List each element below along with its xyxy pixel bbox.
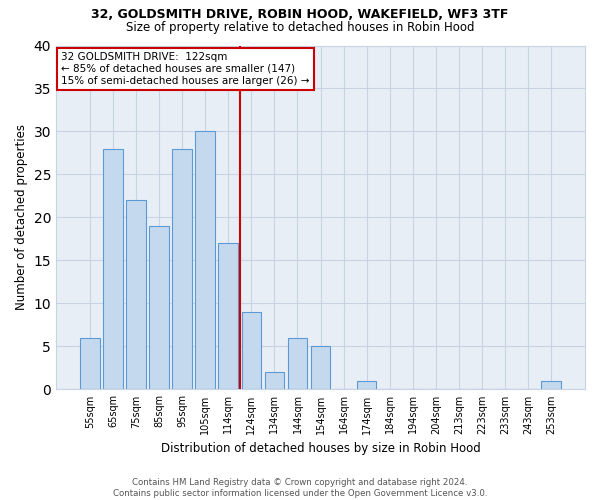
Text: Contains HM Land Registry data © Crown copyright and database right 2024.
Contai: Contains HM Land Registry data © Crown c…: [113, 478, 487, 498]
Bar: [287, 338, 307, 390]
Bar: [126, 200, 146, 390]
Bar: [196, 132, 215, 390]
Text: Size of property relative to detached houses in Robin Hood: Size of property relative to detached ho…: [126, 21, 474, 34]
Bar: [172, 148, 192, 390]
Bar: [541, 381, 561, 390]
Bar: [103, 148, 123, 390]
Text: 32, GOLDSMITH DRIVE, ROBIN HOOD, WAKEFIELD, WF3 3TF: 32, GOLDSMITH DRIVE, ROBIN HOOD, WAKEFIE…: [91, 8, 509, 20]
Bar: [357, 381, 376, 390]
Text: 32 GOLDSMITH DRIVE:  122sqm
← 85% of detached houses are smaller (147)
15% of se: 32 GOLDSMITH DRIVE: 122sqm ← 85% of deta…: [61, 52, 310, 86]
Bar: [311, 346, 331, 390]
Bar: [218, 244, 238, 390]
Bar: [242, 312, 261, 390]
Bar: [149, 226, 169, 390]
Bar: [80, 338, 100, 390]
Bar: [265, 372, 284, 390]
X-axis label: Distribution of detached houses by size in Robin Hood: Distribution of detached houses by size …: [161, 442, 481, 455]
Y-axis label: Number of detached properties: Number of detached properties: [15, 124, 28, 310]
